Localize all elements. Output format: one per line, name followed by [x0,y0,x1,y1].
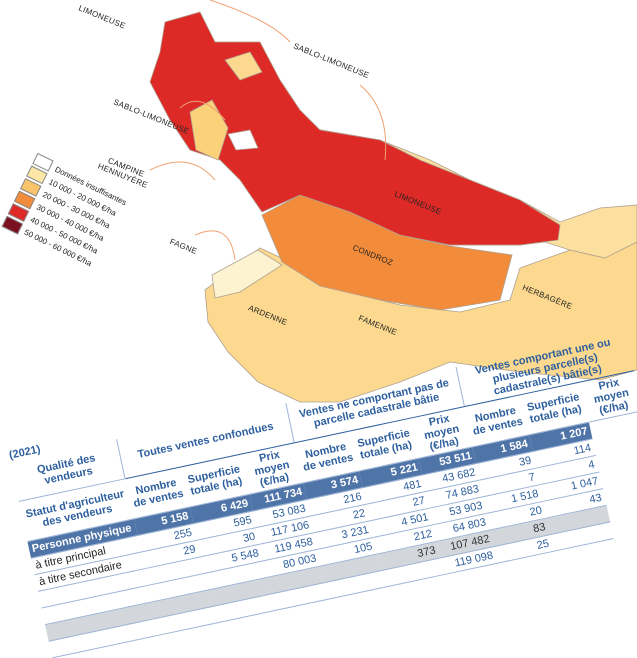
map [149,0,637,403]
callout-arc [359,84,387,161]
callout-arc [194,230,236,261]
region-insuffisant [227,129,259,151]
callout-arc [179,100,226,121]
region-sablo-north [224,51,263,81]
region-sablo [189,99,229,161]
callout-arc [149,161,216,181]
region-ardenne [211,249,283,299]
callout-arc [209,0,291,43]
